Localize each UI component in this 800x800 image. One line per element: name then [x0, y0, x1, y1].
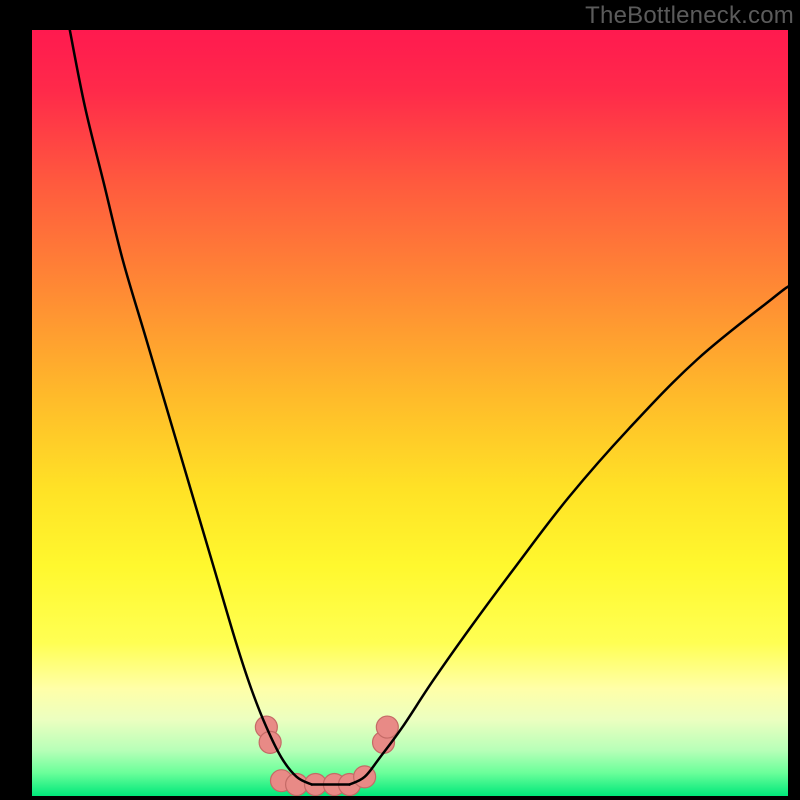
data-marker — [376, 716, 398, 738]
plot-area — [32, 30, 788, 796]
chart-container: TheBottleneck.com — [0, 0, 800, 800]
watermark-text: TheBottleneck.com — [585, 2, 794, 30]
plot-background — [32, 30, 788, 796]
